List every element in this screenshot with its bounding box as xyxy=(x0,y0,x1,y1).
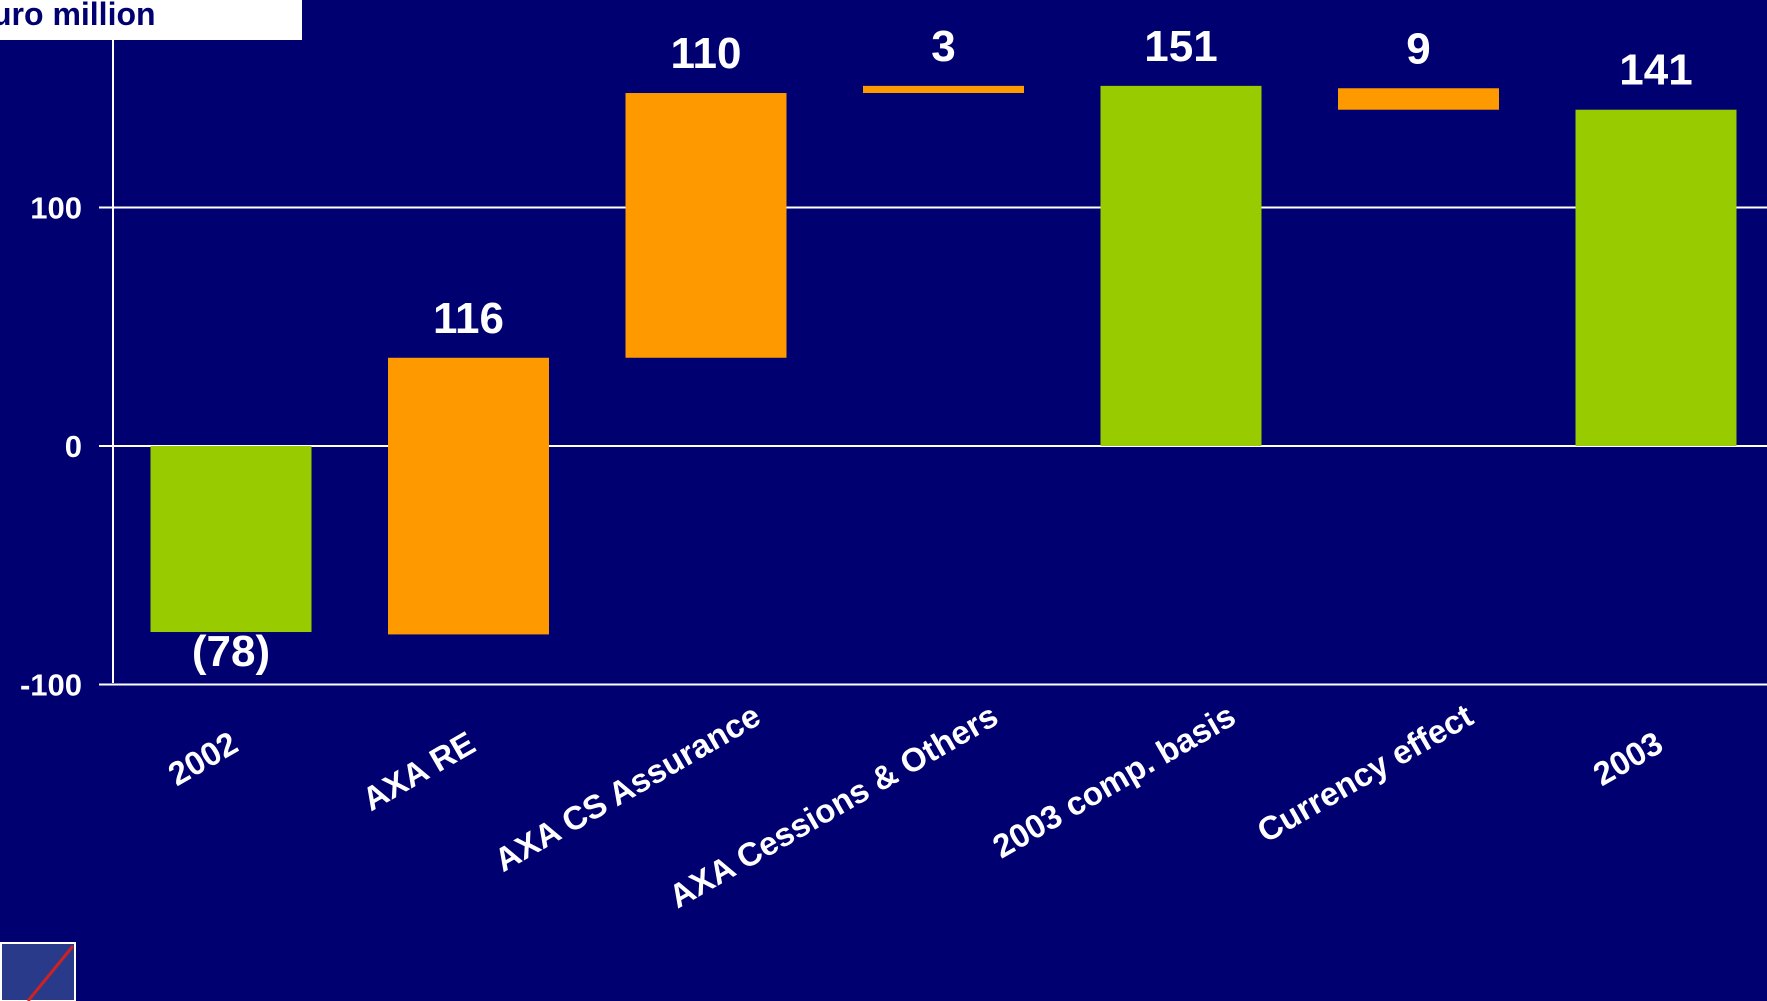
data-label: 9 xyxy=(1406,24,1430,73)
total-bar xyxy=(150,446,312,633)
x-category-label: 2003 xyxy=(1587,724,1669,793)
change-bar xyxy=(863,85,1024,94)
bars xyxy=(150,85,1737,635)
change-bar xyxy=(625,93,787,358)
x-category-label: 2002 xyxy=(162,724,244,793)
unit-label-box: uro million xyxy=(0,0,302,40)
y-axis-ticks: 100 0 -100 xyxy=(20,191,82,703)
x-category-label: AXA RE xyxy=(356,724,481,818)
total-bar xyxy=(1100,85,1262,447)
y-tick-label: 0 xyxy=(65,429,82,464)
data-labels: (78) 116 110 3 151 9 141 xyxy=(192,22,1693,676)
data-label: 116 xyxy=(433,294,504,343)
data-label: (78) xyxy=(192,627,270,676)
axa-logo-icon xyxy=(0,942,76,1001)
change-bar xyxy=(388,357,549,635)
total-bar xyxy=(1575,109,1737,446)
x-category-label: 2003 comp. basis xyxy=(986,697,1241,866)
data-label: 3 xyxy=(931,22,955,71)
y-tick-label: -100 xyxy=(20,668,82,703)
change-bar xyxy=(1338,88,1499,110)
gridlines xyxy=(99,206,1767,686)
data-label: 151 xyxy=(1144,22,1217,71)
x-category-label: Currency effect xyxy=(1251,697,1479,850)
unit-label: uro million xyxy=(0,0,156,32)
y-tick-label: 100 xyxy=(30,191,82,226)
data-label: 110 xyxy=(671,29,742,78)
data-label: 141 xyxy=(1619,46,1692,95)
